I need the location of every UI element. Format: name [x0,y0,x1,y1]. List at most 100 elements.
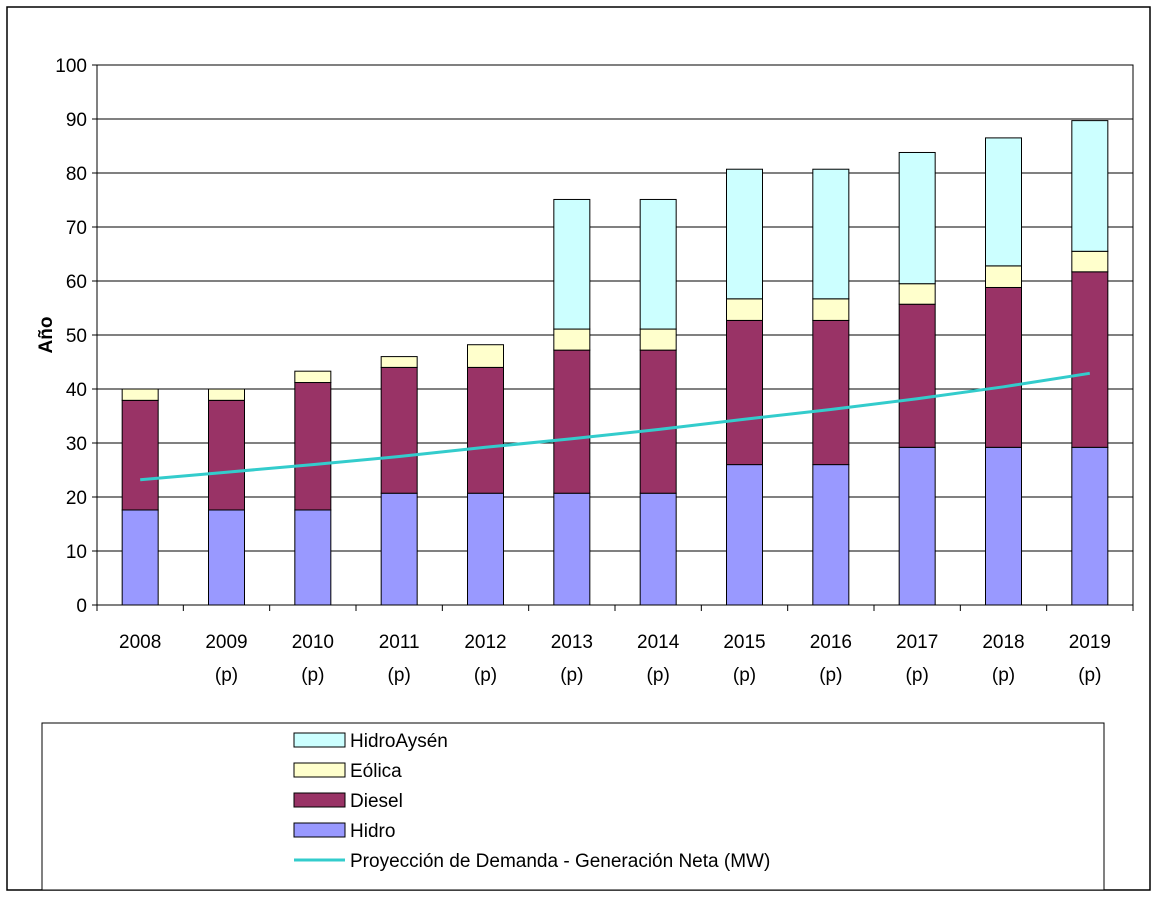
bar-segment-e-lica [1071,250,1109,273]
bar-segment-hidroays-n [985,137,1022,267]
x-tick-label: 2017 [896,632,938,653]
bar-segment-e-lica [553,328,591,351]
bar-segment-e-lica [121,388,159,401]
bar-segment-hidroays-n [1071,120,1109,252]
bar-segment-e-lica [294,370,332,384]
y-axis-label: Año [36,317,57,354]
bar-segment-hidro [467,492,504,606]
bar-segment-diesel [985,286,1022,448]
x-tick-label-suffix: (p) [474,665,497,686]
bar-segment-diesel [812,319,850,466]
bar-segment-hidro [553,492,591,606]
x-tick-label: 2008 [119,632,161,653]
bar-segment-diesel [467,366,504,494]
legend-item: Hidro [293,821,395,842]
bar-segment-hidroays-n [553,198,591,330]
bars-layer [121,120,1109,606]
line-layer [140,371,1091,482]
x-tick-label: 2016 [810,632,852,653]
bar-segment-diesel [553,349,591,494]
bar-segment-hidro [812,464,850,606]
bar-segment-hidro [294,509,332,606]
y-tick-label: 70 [66,218,87,239]
bar-segment-diesel [380,366,418,494]
x-tick-label-suffix: (p) [388,665,411,686]
legend-box [41,722,1105,891]
legend-label: Proyección de Demanda - Generación Neta … [350,851,770,872]
legend: HidroAysén Eólica Diesel Hidro Proyección de… [293,731,770,872]
legend-item: Eólica [293,761,402,782]
bar-segment-e-lica [467,344,504,368]
bar-segment-diesel [121,399,159,511]
bar-segment-hidro [208,509,245,606]
legend-item: HidroAysén [293,731,448,752]
bar-segment-hidroays-n [726,168,763,300]
x-tick-label: 2010 [292,632,334,653]
x-tick-label: 2013 [551,632,593,653]
bar-segment-hidroays-n [812,168,850,300]
bar-segment-hidro [380,492,418,606]
bar-segment-diesel [898,303,936,448]
bar-segment-hidro [985,446,1022,606]
y-tick-label: 80 [66,164,87,185]
x-tick-label-suffix: (p) [215,665,238,686]
bar-segment-e-lica [208,388,245,401]
x-tick-label: 2018 [982,632,1024,653]
x-tick-label-suffix: (p) [560,665,583,686]
y-tick-label: 0 [76,596,87,617]
y-tick-label: 10 [66,542,87,563]
bar-segment-diesel [294,382,332,511]
x-tick-label-suffix: (p) [1078,665,1101,686]
demand-projection-line [140,371,1091,482]
bar-segment-diesel [726,319,763,466]
legend-label: Eólica [350,761,402,782]
x-tick-label-suffix: (p) [647,665,670,686]
x-tick-label: 2012 [464,632,506,653]
x-tick-label: 2014 [637,632,680,653]
bar-segment-e-lica [639,328,677,351]
bar-segment-e-lica [726,298,763,321]
legend-item: Proyección de Demanda - Generación Neta … [294,851,770,872]
bar-segment-hidro [1071,446,1109,606]
y-tick-label: 90 [66,110,87,131]
y-tick-label: 30 [66,434,87,455]
bar-segment-hidro [121,509,159,606]
x-tick-label-suffix: (p) [733,665,756,686]
legend-label: Hidro [350,821,395,842]
y-tick-label: 20 [66,488,87,509]
bar-segment-hidro [726,464,763,606]
legend-swatch [293,762,346,778]
x-tick-label-suffix: (p) [992,665,1015,686]
legend-label: HidroAysén [350,731,448,752]
bar-segment-hidroays-n [898,151,936,285]
bar-segment-hidroays-n [639,198,677,330]
y-tick-label: 40 [66,380,87,401]
legend-label: Diesel [350,791,403,812]
legend-swatch [293,792,346,808]
x-tick-label: 2011 [379,632,420,653]
bar-segment-hidro [639,492,677,606]
bar-segment-e-lica [812,298,850,321]
x-tick-label-suffix: (p) [301,665,324,686]
axis-layer: 0 10 20 30 40 50 60 70 80 90 100 2008 2009 (p) 2010 (p)… [55,56,1134,686]
bar-segment-e-lica [380,356,418,368]
x-tick-label: 2015 [723,632,765,653]
x-tick-label-suffix: (p) [906,665,929,686]
y-tick-label: 60 [66,272,87,293]
legend-swatch [293,732,346,748]
legend-item: Diesel [293,791,403,812]
x-tick-label: 2009 [205,632,247,653]
y-tick-label: 50 [66,326,87,347]
bar-segment-diesel [639,349,677,494]
y-tick-label: 100 [55,56,87,77]
bar-segment-diesel [208,399,245,511]
x-tick-label: 2019 [1069,632,1111,653]
x-tick-label-suffix: (p) [819,665,842,686]
bar-segment-e-lica [898,283,936,305]
legend-swatch [293,822,346,838]
bar-segment-e-lica [985,265,1022,288]
grid-layer [97,118,1133,552]
bar-segment-diesel [1071,271,1109,448]
